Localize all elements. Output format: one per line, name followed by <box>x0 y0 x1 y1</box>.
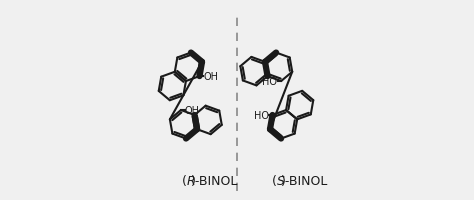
Text: OH: OH <box>185 105 200 115</box>
Text: (: ( <box>272 174 277 187</box>
Text: (: ( <box>182 174 186 187</box>
Text: HO: HO <box>262 77 277 87</box>
Text: HO: HO <box>254 110 269 120</box>
Text: S: S <box>277 174 285 187</box>
Text: R: R <box>187 174 196 187</box>
Text: )-BINOL: )-BINOL <box>281 174 328 187</box>
Text: OH: OH <box>203 72 219 82</box>
Text: )-BINOL: )-BINOL <box>191 174 238 187</box>
